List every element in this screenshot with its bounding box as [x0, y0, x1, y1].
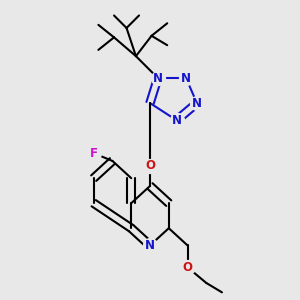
Text: O: O — [182, 261, 193, 274]
Text: N: N — [192, 97, 202, 110]
Text: O: O — [145, 159, 155, 172]
Text: N: N — [172, 114, 182, 127]
Text: F: F — [90, 147, 98, 160]
Text: N: N — [145, 239, 155, 252]
Text: N: N — [181, 71, 191, 85]
Text: N: N — [153, 71, 163, 85]
